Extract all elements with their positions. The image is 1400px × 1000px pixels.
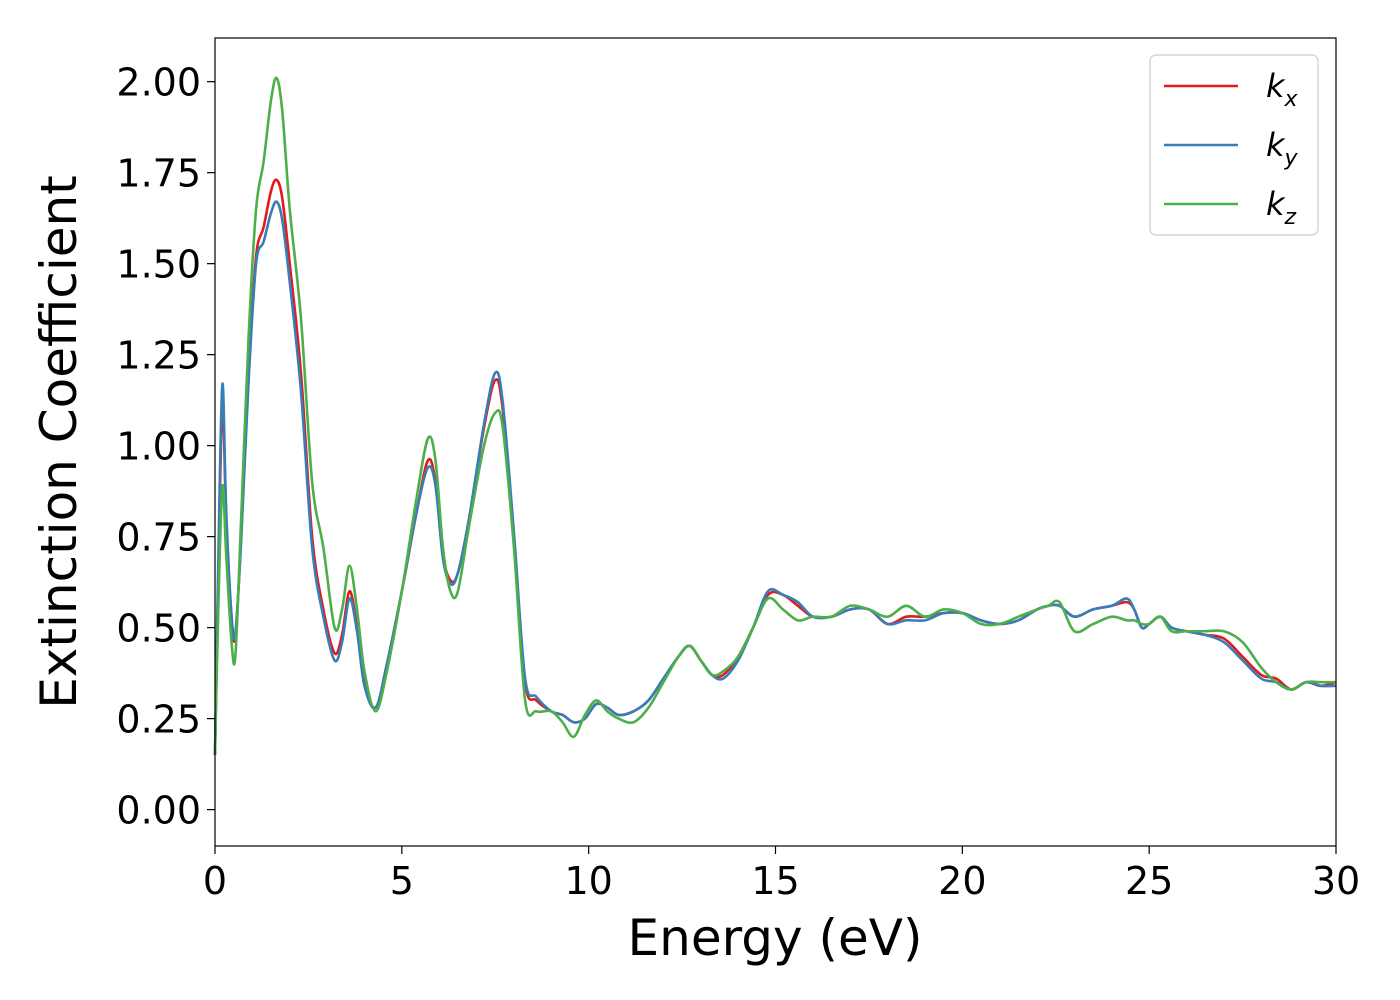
legend-label-z: kz (1266, 185, 1297, 230)
x-tick-label: 25 (1125, 859, 1173, 903)
series-line-y (213, 200, 1337, 756)
series-line-x (213, 178, 1337, 756)
x-tick-label: 5 (390, 859, 414, 903)
legend: kx ky kz (1149, 54, 1319, 236)
series-layer (213, 76, 1337, 756)
y-tick-label: 0.50 (116, 607, 201, 651)
y-tick-label: 1.00 (116, 425, 201, 469)
series-line-z (213, 76, 1336, 756)
y-tick-label: 2.00 (116, 61, 201, 105)
y-tick-label: 0.25 (116, 698, 201, 742)
y-axis: 0.00 0.25 0.50 0.75 1.00 1.25 1.50 1.75 2.00 (116, 61, 215, 833)
x-tick-label: 10 (564, 859, 612, 903)
y-tick-label: 0.00 (116, 789, 201, 833)
legend-label-y: ky (1266, 126, 1299, 171)
x-tick-label: 15 (751, 859, 799, 903)
y-tick-label: 1.25 (116, 334, 201, 378)
x-axis: 0 5 10 15 20 25 30 (203, 846, 1360, 903)
y-tick-label: 1.75 (116, 152, 201, 196)
x-tick-label: 30 (1312, 859, 1360, 903)
x-tick-label: 20 (938, 859, 986, 903)
x-tick-label: 0 (203, 859, 227, 903)
y-axis-title: Extinction Coefficient (30, 175, 88, 709)
y-tick-label: 0.75 (116, 516, 201, 560)
y-tick-label: 1.50 (116, 243, 201, 287)
legend-label-x: kx (1266, 67, 1299, 112)
x-axis-title: Energy (eV) (628, 909, 923, 967)
